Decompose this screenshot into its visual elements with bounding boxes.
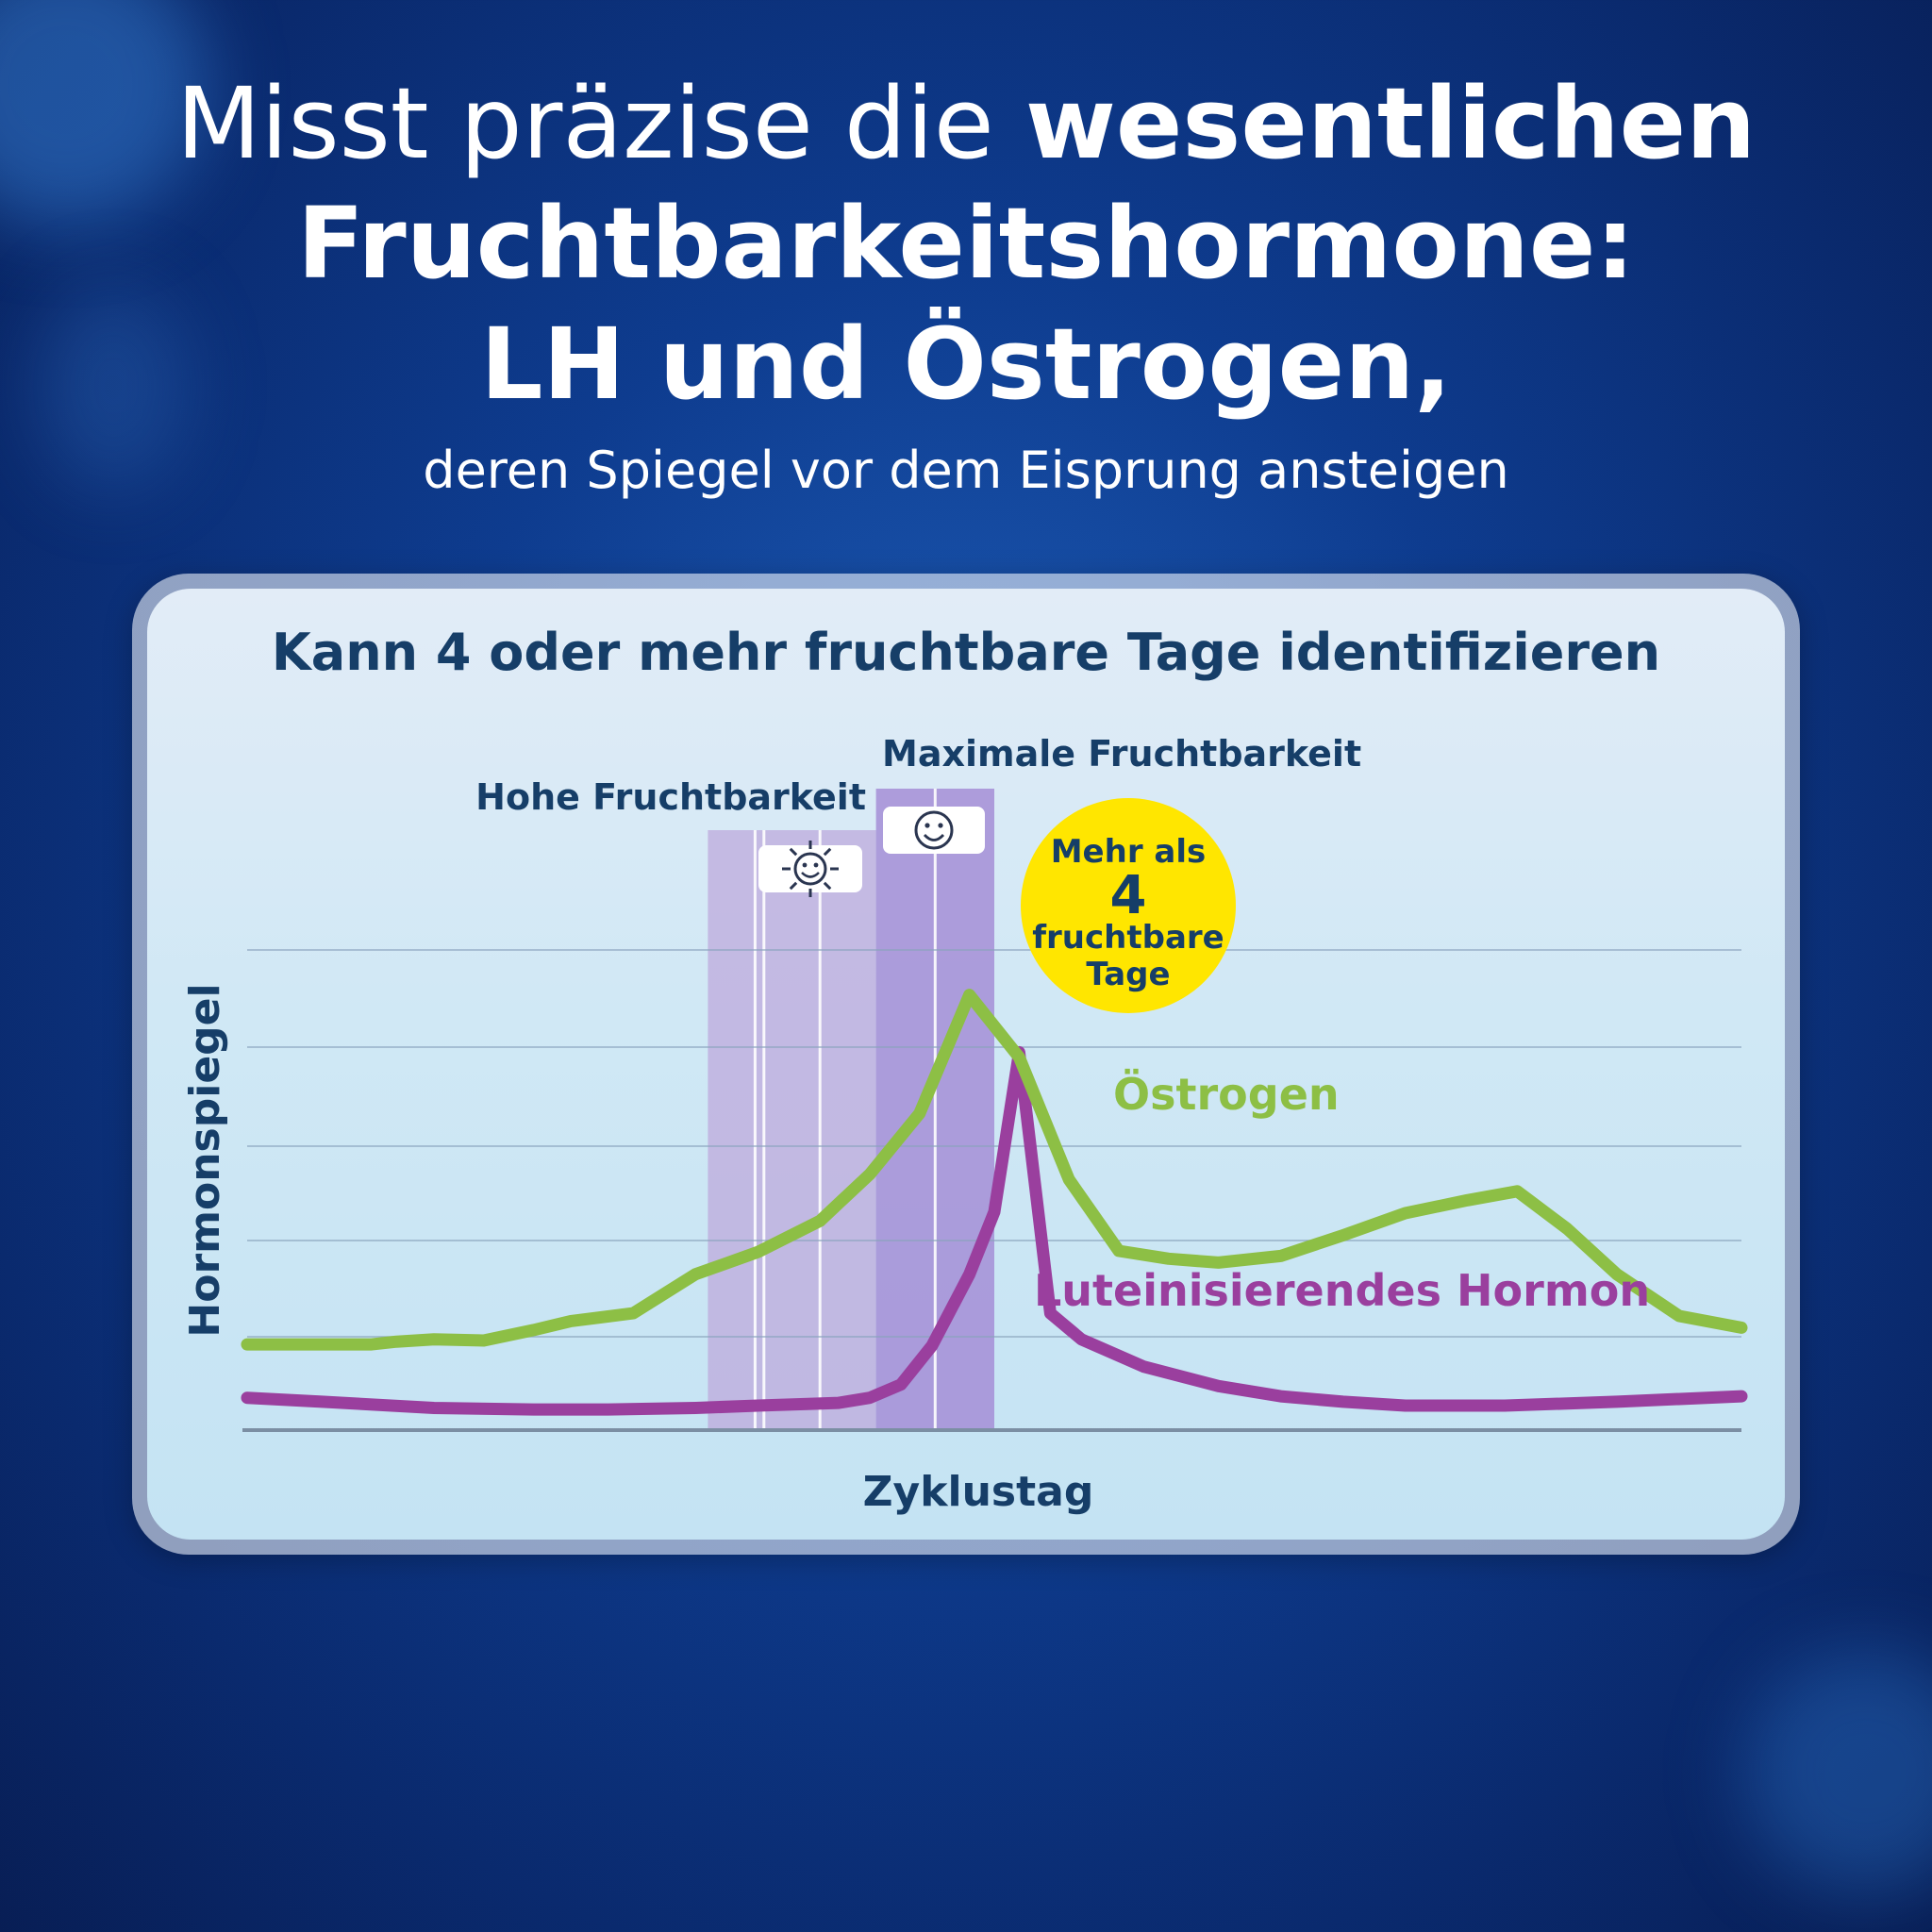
sun-ray <box>789 881 798 891</box>
high-fertility-smiley-chip <box>758 841 862 897</box>
x-axis-label: Zyklustag <box>863 1468 1094 1516</box>
smiley-icon <box>914 810 954 850</box>
smiley-eye <box>938 823 943 828</box>
fertile-days-badge <box>1021 798 1236 1013</box>
headline: Misst präzise die wesentlichen Fruchtbar… <box>0 64 1932 504</box>
headline-light-text: Misst präzise die <box>175 66 1025 181</box>
peak-fertility-label: Maximale Fruchtbarkeit <box>882 733 1361 774</box>
chip-background <box>758 845 862 892</box>
smiley-eye <box>924 823 930 828</box>
badge-number: 4 <box>1110 865 1147 926</box>
high-fertility-band <box>708 830 876 1430</box>
headline-subline: deren Spiegel vor dem Eisprung ansteigen <box>423 441 1509 500</box>
sun-smiley-icon <box>793 852 827 886</box>
y-axis-label: Hormonspiegel <box>181 983 229 1337</box>
peak-fertility-smiley-chip <box>883 807 985 854</box>
estrogen-series-label: Östrogen <box>1113 1069 1340 1120</box>
sun-ray <box>823 847 832 857</box>
sun-ray <box>823 881 832 891</box>
headline-line-3: LH und Östrogen, <box>480 307 1452 422</box>
smiley-eye <box>813 862 819 868</box>
badge-text-line: fruchtbare <box>1032 919 1224 957</box>
badge-text-line: Mehr als <box>1051 833 1207 871</box>
chip-background <box>883 807 985 854</box>
chart-title: Kann 4 oder mehr fruchtbare Tage identif… <box>271 623 1661 682</box>
smiley-eye <box>802 862 808 868</box>
high-fertility-label: Hohe Fruchtbarkeit <box>475 776 866 818</box>
smiley-mouth <box>801 872 820 878</box>
smiley-mouth <box>923 834 945 841</box>
headline-line-2: Fruchtbarkeitshormone: <box>297 186 1635 301</box>
headline-bold-text: wesentlichen <box>1024 66 1757 181</box>
lh-series-line <box>241 1045 1748 1416</box>
headline-line-1: Misst präzise die wesentlichen <box>0 64 1932 183</box>
sun-ray <box>789 847 798 857</box>
estrogen-series-line <box>241 989 1748 1351</box>
badge-text-line: Tage <box>1086 956 1170 993</box>
lh-series-label: Luteinisierendes Hormon <box>1034 1265 1650 1316</box>
